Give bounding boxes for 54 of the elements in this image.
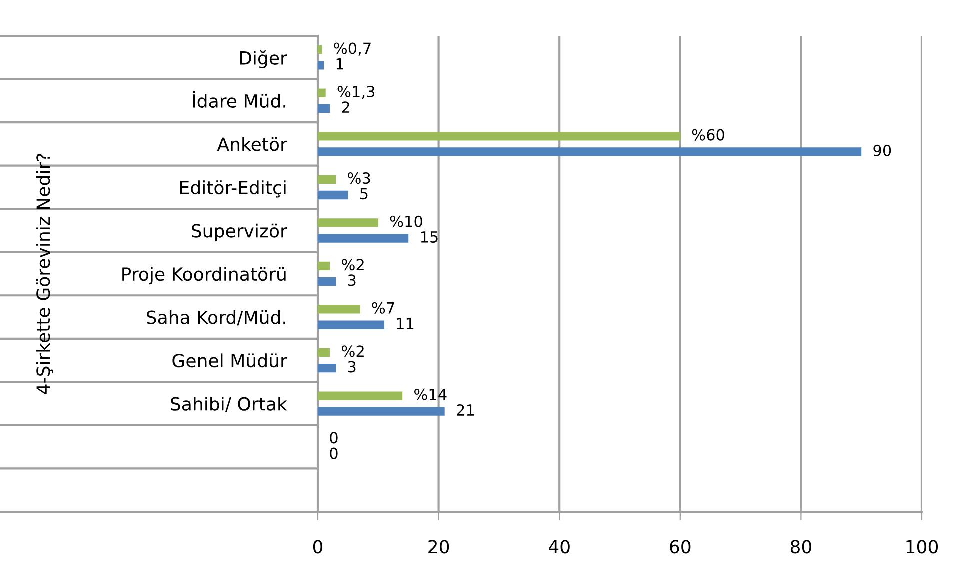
data-label: 3 [348, 274, 356, 286]
data-label: 2 [342, 102, 350, 113]
y-tick-label: Diğer [240, 50, 288, 68]
data-label: 90 [874, 144, 892, 156]
x-tick-label: 0 [313, 540, 323, 554]
bar [318, 46, 322, 54]
bar [318, 392, 403, 400]
bar [318, 234, 409, 243]
bar [318, 88, 326, 98]
y-tick-label: Anketör [217, 137, 288, 152]
bar [318, 104, 330, 114]
y-tick-label: Sahibi/ Ortak [171, 396, 288, 412]
bar [318, 364, 336, 373]
data-label: 15 [421, 232, 438, 243]
y-tick-label: Editör-Editçi [180, 180, 286, 198]
y-axis-title: 4-Şirkette Göreviniz Nedir? [36, 154, 54, 394]
data-label: %14 [414, 388, 447, 400]
bar [318, 218, 378, 228]
x-tick-label: 40 [548, 540, 570, 554]
bar [318, 305, 360, 314]
bar [318, 132, 680, 141]
x-tick-label: 60 [670, 540, 691, 554]
bar [318, 190, 348, 200]
bar [318, 148, 862, 156]
y-tick-label: İdare Müd. [193, 91, 286, 108]
y-tick-label: Genel Müdür [172, 354, 288, 368]
data-label: %7 [372, 302, 394, 314]
data-label: %60 [692, 129, 724, 141]
bar [318, 175, 336, 184]
data-label: %2 [342, 346, 364, 358]
data-label: 1 [336, 58, 344, 70]
x-tick-label: 100 [906, 540, 938, 554]
x-tick-label: 20 [428, 540, 450, 554]
data-label: 5 [360, 188, 368, 200]
data-label: %1,3 [338, 86, 375, 100]
bar [318, 262, 330, 271]
data-label: 0 [330, 432, 338, 444]
bar [318, 320, 384, 330]
data-label: %10 [390, 216, 422, 228]
y-tick-label: Proje Koordinatörü [122, 267, 286, 285]
data-label: %0,7 [334, 42, 371, 56]
data-label: 21 [457, 404, 474, 416]
y-tick-label: Supervizör [192, 224, 288, 242]
x-tick-label: 80 [790, 540, 812, 554]
y-tick-label: Saha Kord/Müd. [147, 310, 286, 326]
data-label: %3 [348, 172, 370, 184]
data-label: 3 [348, 361, 356, 373]
bar [318, 61, 324, 70]
bar [318, 348, 330, 358]
data-label: 0 [330, 448, 338, 460]
data-label: %2 [342, 259, 364, 271]
bar [318, 277, 336, 286]
data-label: 11 [397, 318, 414, 330]
bar [318, 407, 445, 416]
